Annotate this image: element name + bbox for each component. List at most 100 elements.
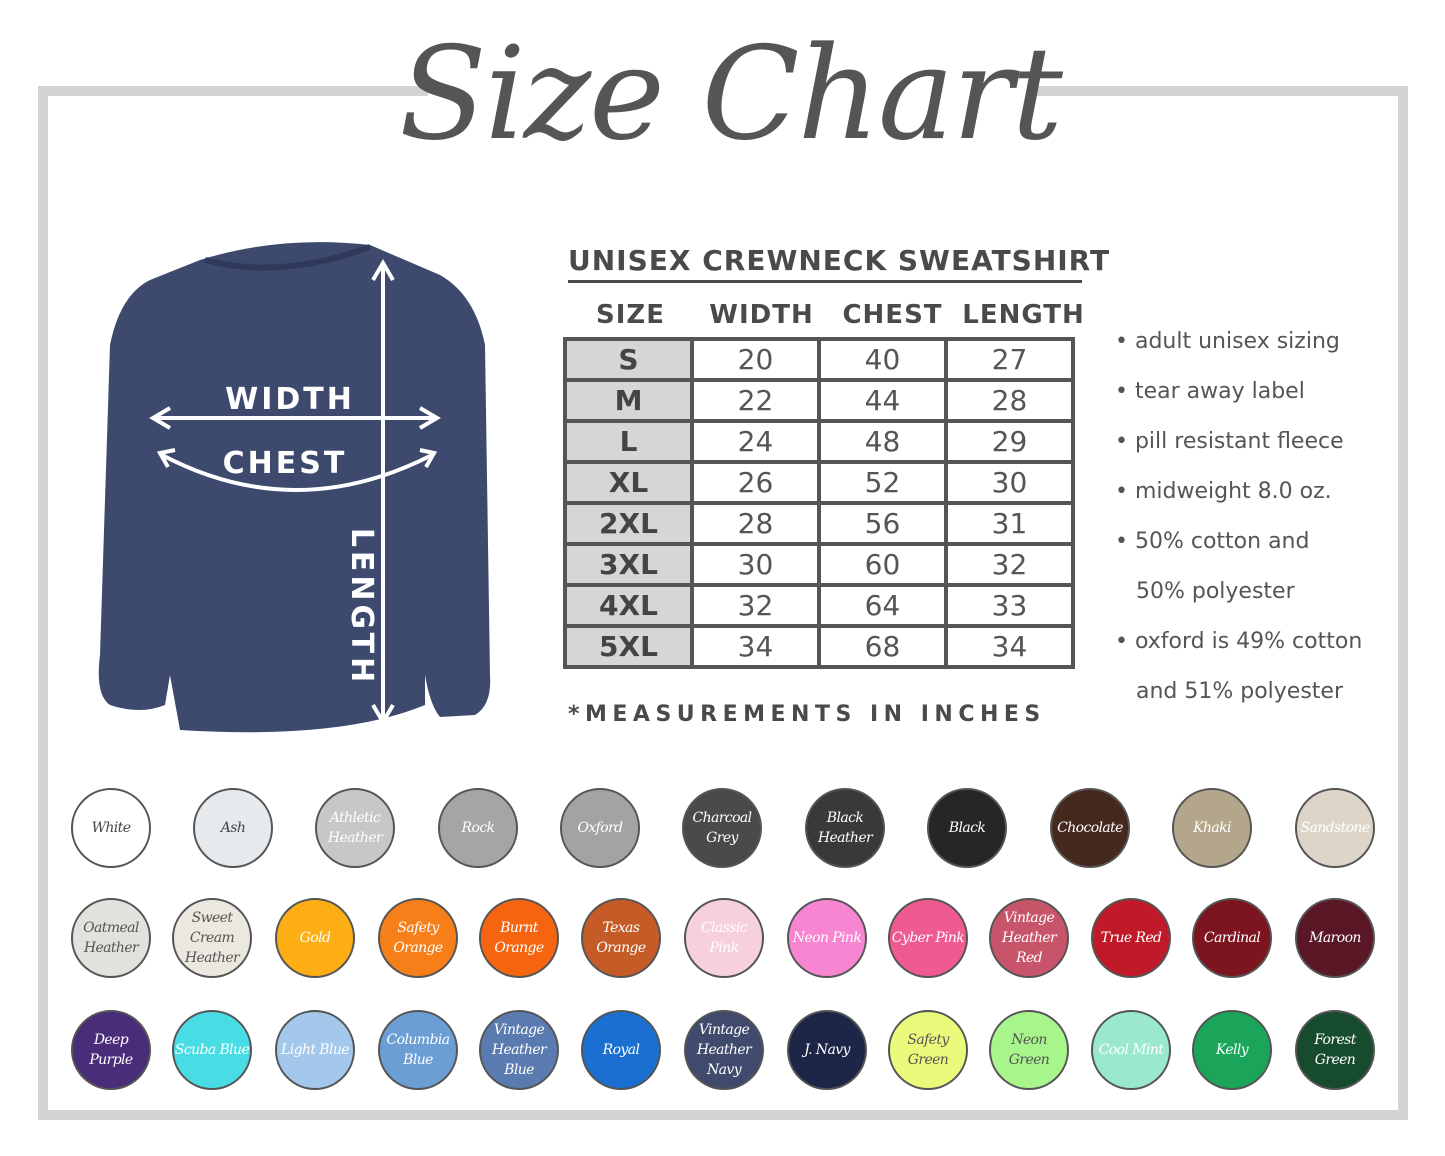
measurement-cell: 44 — [817, 378, 948, 423]
feature-item: • pill resistant fleece — [1115, 429, 1344, 454]
table-row: 5XL 34 68 34 — [563, 624, 1075, 669]
swatch-label: Sweet Cream Heather — [184, 910, 240, 966]
measurement-cell: 27 — [944, 337, 1075, 382]
swatch-label: Maroon — [1309, 930, 1361, 946]
color-swatch: Athletic Heather — [315, 788, 395, 868]
color-swatch: Sweet Cream Heather — [172, 898, 252, 978]
color-swatch: Vintage Heather Navy — [684, 1010, 764, 1090]
color-swatch: Chocolate — [1050, 788, 1130, 868]
swatch-label: Cyber Pink — [891, 930, 965, 946]
color-swatch: Oatmeal Heather — [71, 898, 151, 978]
color-swatch: Charcoal Grey — [682, 788, 762, 868]
measurement-cell: 64 — [817, 583, 948, 628]
width-label: WIDTH — [225, 382, 355, 417]
swatch-label: Neon Green — [1008, 1032, 1050, 1068]
measurement-cell: 28 — [690, 501, 821, 546]
swatch-label: Gold — [299, 930, 331, 946]
size-table: S 20 40 27 M 22 44 28 L 24 48 29 XL 26 52 30 2XL 28 56 31 3X… — [563, 337, 1075, 669]
chest-arrow — [161, 453, 433, 492]
page-title: Size Chart — [399, 20, 1063, 169]
length-label: LENGTH — [344, 528, 379, 686]
measurement-cell: 34 — [690, 624, 821, 669]
measurement-cell: 68 — [817, 624, 948, 669]
swatch-label: Forest Green — [1314, 1032, 1356, 1068]
measurement-cell: 33 — [944, 583, 1075, 628]
color-swatch: Columbia Blue — [378, 1010, 458, 1090]
color-swatch: True Red — [1091, 898, 1171, 978]
size-cell: M — [563, 378, 694, 423]
collar — [204, 244, 372, 271]
feature-list: • adult unisex sizing • tear away label • … — [1115, 322, 1362, 722]
swatch-label: Safety Green — [907, 1032, 949, 1068]
color-swatch: Kelly — [1192, 1010, 1272, 1090]
feature-item: 50% polyester — [1115, 579, 1295, 604]
measurement-cell: 30 — [690, 542, 821, 587]
swatch-label: Vintage Heather Blue — [491, 1022, 547, 1078]
color-swatch: Light Blue — [275, 1010, 355, 1090]
swatch-label: True Red — [1100, 930, 1162, 946]
table-row: 2XL 28 56 31 — [563, 501, 1075, 546]
table-row: 3XL 30 60 32 — [563, 542, 1075, 587]
color-swatch: Oxford — [560, 788, 640, 868]
size-cell: 4XL — [563, 583, 694, 628]
measurement-cell: 31 — [944, 501, 1075, 546]
size-cell: XL — [563, 460, 694, 505]
feature-item: • midweight 8.0 oz. — [1115, 479, 1332, 504]
swatch-label: Oatmeal Heather — [83, 920, 139, 956]
swatch-label: Vintage Heather Red — [1001, 910, 1057, 966]
swatch-label: Black — [948, 820, 986, 836]
color-swatch: Vintage Heather Red — [989, 898, 1069, 978]
swatch-label: White — [91, 820, 131, 836]
swatch-label: Light Blue — [281, 1042, 350, 1058]
size-cell: L — [563, 419, 694, 464]
swatch-label: Oxford — [577, 820, 623, 836]
swatch-label: Rock — [461, 820, 496, 836]
color-swatch: Cool Mint — [1091, 1010, 1171, 1090]
swatch-label: J. Navy — [804, 1042, 850, 1058]
color-swatch: Deep Purple — [71, 1010, 151, 1090]
swatch-label: Scuba Blue — [174, 1042, 250, 1058]
measurement-cell: 24 — [690, 419, 821, 464]
color-swatch: Classic Pink — [684, 898, 764, 978]
table-row: 4XL 32 64 33 — [563, 583, 1075, 628]
measurement-cell: 56 — [817, 501, 948, 546]
frame-gap — [428, 76, 1028, 106]
measurement-cell: 34 — [944, 624, 1075, 669]
swatch-label: Cardinal — [1203, 930, 1261, 946]
swatch-label: Kelly — [1215, 1042, 1249, 1058]
color-swatch: Maroon — [1295, 898, 1375, 978]
measurement-cell: 60 — [817, 542, 948, 587]
color-swatch: J. Navy — [787, 1010, 867, 1090]
color-swatch: Gold — [275, 898, 355, 978]
column-header: CHEST — [842, 300, 943, 330]
swatch-label: Texas Orange — [596, 920, 646, 956]
measurement-cell: 52 — [817, 460, 948, 505]
color-swatch: Black Heather — [805, 788, 885, 868]
swatch-label: Chocolate — [1057, 820, 1123, 836]
color-swatch: Sandstone — [1295, 788, 1375, 868]
feature-item: • 50% cotton and — [1115, 529, 1310, 554]
measurement-cell: 26 — [690, 460, 821, 505]
color-swatch: Safety Green — [888, 1010, 968, 1090]
color-swatch: Neon Green — [989, 1010, 1069, 1090]
feature-item: and 51% polyester — [1115, 679, 1344, 704]
sweatshirt-diagram: WIDTH CHEST LENGTH — [98, 242, 491, 733]
color-swatch: Neon Pink — [787, 898, 867, 978]
color-swatch: Cyber Pink — [888, 898, 968, 978]
table-row: S 20 40 27 — [563, 337, 1075, 382]
feature-item: • oxford is 49% cotton — [1115, 629, 1363, 654]
size-cell: S — [563, 337, 694, 382]
swatch-label: Deep Purple — [89, 1032, 133, 1068]
feature-item: • adult unisex sizing — [1115, 329, 1340, 354]
measurement-cell: 40 — [817, 337, 948, 382]
measurement-cell: 29 — [944, 419, 1075, 464]
product-title: UNISEX CREWNECK SWEATSHIRT — [568, 242, 1109, 283]
measurement-note: *MEASUREMENTS IN INCHES — [568, 702, 1046, 727]
swatch-label: Neon Pink — [792, 930, 862, 946]
size-cell: 3XL — [563, 542, 694, 587]
column-header: WIDTH — [709, 300, 814, 330]
color-swatch: Khaki — [1172, 788, 1252, 868]
color-swatch: Forest Green — [1295, 1010, 1375, 1090]
color-swatch: Black — [927, 788, 1007, 868]
color-swatch: Rock — [438, 788, 518, 868]
